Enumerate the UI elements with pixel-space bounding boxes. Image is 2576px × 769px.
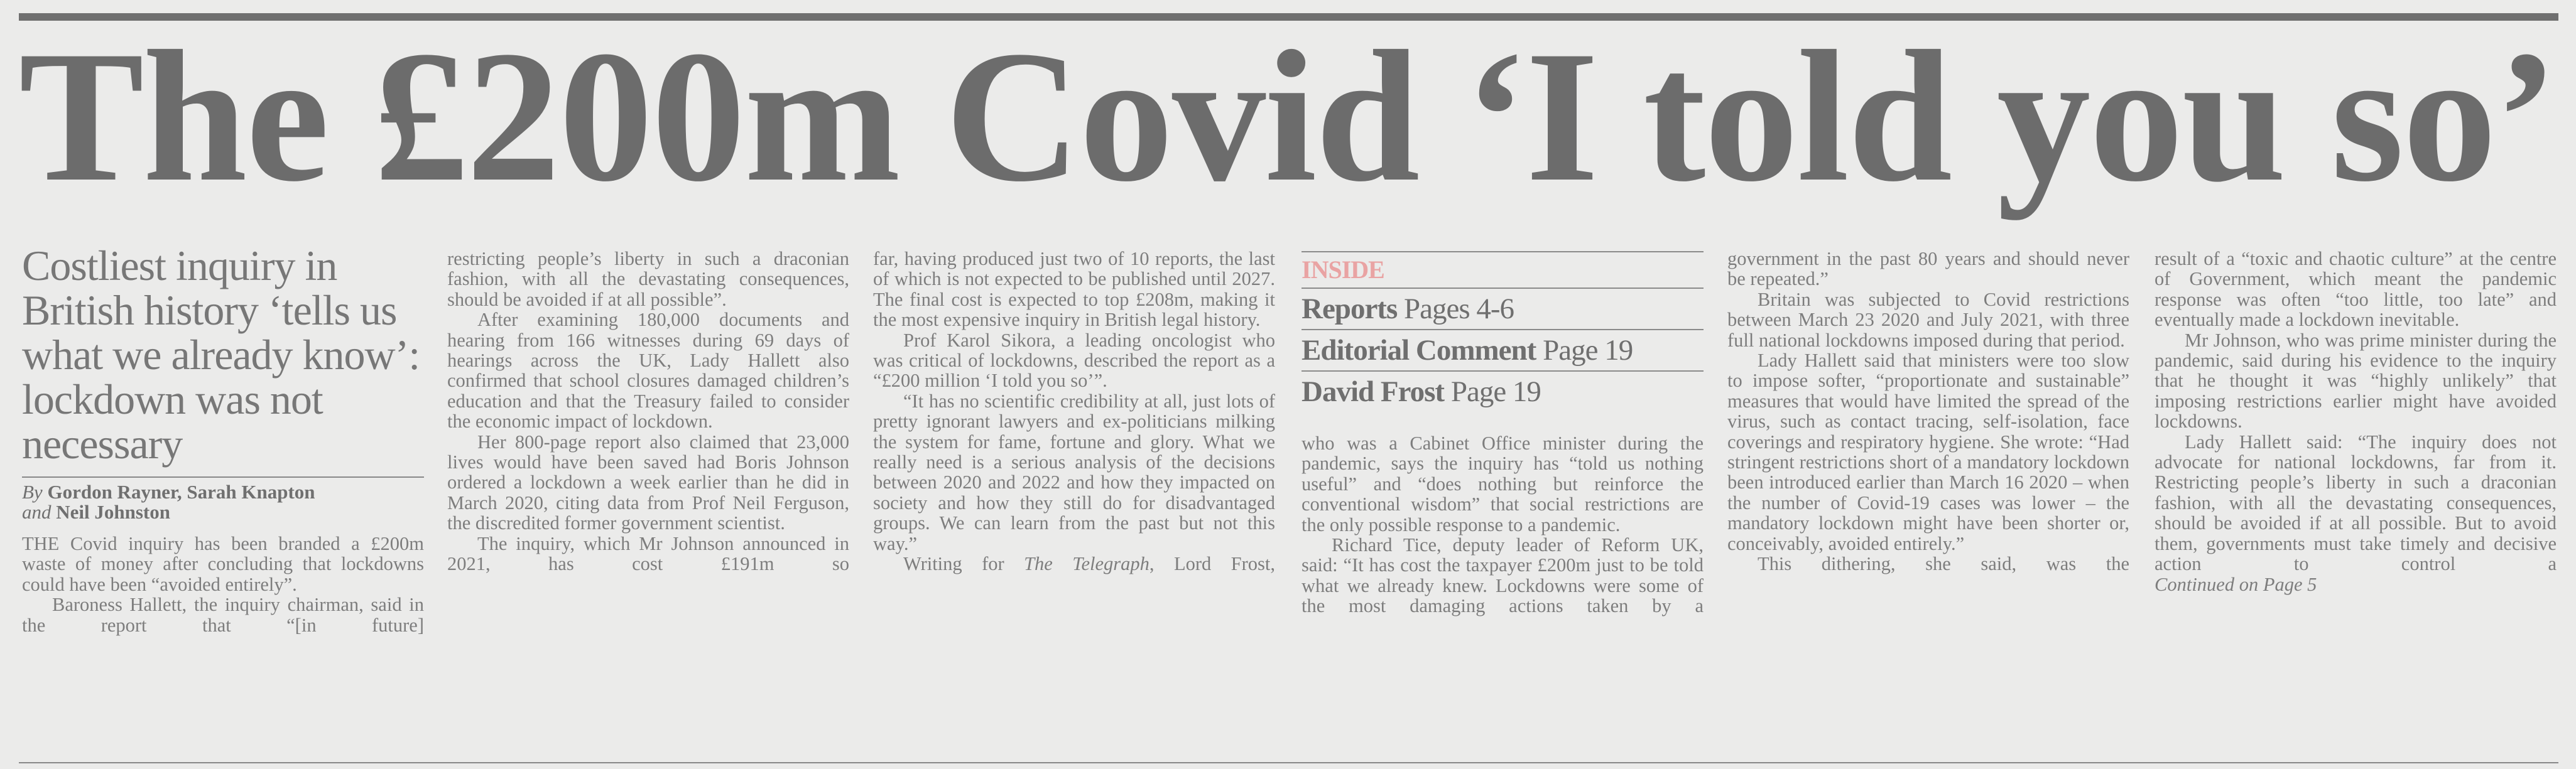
continued-link[interactable]: Continued on Page 5 [2155, 574, 2557, 594]
article-column-2: restricting people’s liberty in such a d… [447, 249, 849, 574]
continued-text[interactable]: Continued on Page 5 [2155, 573, 2317, 595]
headline: The £200m Covid ‘I told you so’ [19, 12, 2558, 220]
divider [1302, 288, 1704, 289]
article-column-1: THE Covid inquiry has been branded a £20… [22, 534, 424, 635]
paragraph: THE Covid inquiry has been branded a £20… [22, 533, 424, 595]
paragraph: Her 800-page report also claimed that 23… [447, 431, 849, 534]
text: , Lord Frost, [1149, 553, 1275, 575]
paragraph: Lady Hallett said: “The inquiry does not… [2155, 431, 2557, 575]
paragraph: Mr Johnson, who was prime minister durin… [2155, 329, 2557, 433]
paragraph: Baroness Hallett, the inquiry chairman, … [22, 594, 424, 636]
article-column-5: government in the past 80 years and shou… [1727, 249, 2129, 574]
article-column-6: result of a “toxic and chaotic culture” … [2155, 249, 2557, 594]
standfirst: Costliest inquiry in British history ‘te… [22, 242, 420, 468]
paragraph: far, having produced just two of 10 repo… [873, 248, 1275, 331]
inside-item-page: Page 19 [1543, 334, 1633, 367]
paragraph: “It has no scientific credibility at all… [873, 390, 1275, 554]
byline-by: By [22, 481, 43, 503]
inside-item-page: Page 19 [1450, 375, 1541, 408]
paragraph: government in the past 80 years and shou… [1727, 248, 2129, 290]
inside-item-reports: Reports Pages 4-6 [1302, 289, 1704, 329]
byline-and: and [22, 501, 52, 523]
paragraph: Lady Hallett said that ministers were to… [1727, 350, 2129, 554]
text: Writing for [903, 553, 1024, 575]
paragraph: who was a Cabinet Office minister during… [1302, 433, 1704, 535]
paragraph: Britain was subjected to Covid restricti… [1727, 288, 2129, 351]
paragraph: result of a “toxic and chaotic culture” … [2155, 248, 2557, 331]
byline-authors: Gordon Rayner, Sarah Knapton [47, 481, 315, 503]
paragraph: The inquiry, which Mr Johnson announced … [447, 532, 849, 575]
inside-item-title: Editorial Comment [1302, 334, 1536, 367]
paragraph: This dithering, she said, was the [1758, 553, 2129, 575]
inside-item-title: David Frost [1302, 375, 1445, 408]
paragraph: Richard Tice, deputy leader of Reform UK… [1302, 534, 1704, 617]
top-rule [19, 13, 2558, 21]
article-column-3: far, having produced just two of 10 repo… [873, 249, 1275, 574]
bottom-rule [19, 762, 2558, 763]
inside-box: INSIDE Reports Pages 4-6 Editorial Comme… [1302, 251, 1704, 412]
paragraph: restricting people’s liberty in such a d… [447, 248, 849, 310]
publication-name: The Telegraph [1024, 553, 1149, 575]
byline-rule [22, 476, 424, 478]
article-column-4: who was a Cabinet Office minister during… [1302, 433, 1704, 616]
divider [1302, 251, 1704, 252]
divider [1302, 329, 1704, 330]
byline: By Gordon Rayner, Sarah Knapton and Neil… [22, 482, 437, 522]
paragraph: Prof Karol Sikora, a leading oncologist … [873, 329, 1275, 392]
inside-item-editorial: Editorial Comment Page 19 [1302, 330, 1704, 370]
byline-authors: Neil Johnston [56, 501, 170, 523]
inside-item-title: Reports [1302, 293, 1398, 325]
paragraph: After examining 180,000 documents and he… [447, 309, 849, 433]
inside-item-david-frost: David Frost Page 19 [1302, 372, 1704, 412]
paragraph: Writing for The Telegraph, Lord Frost, [873, 554, 1275, 574]
inside-item-page: Pages 4-6 [1404, 293, 1514, 325]
divider [1302, 370, 1704, 372]
inside-label: INSIDE [1302, 255, 1385, 284]
